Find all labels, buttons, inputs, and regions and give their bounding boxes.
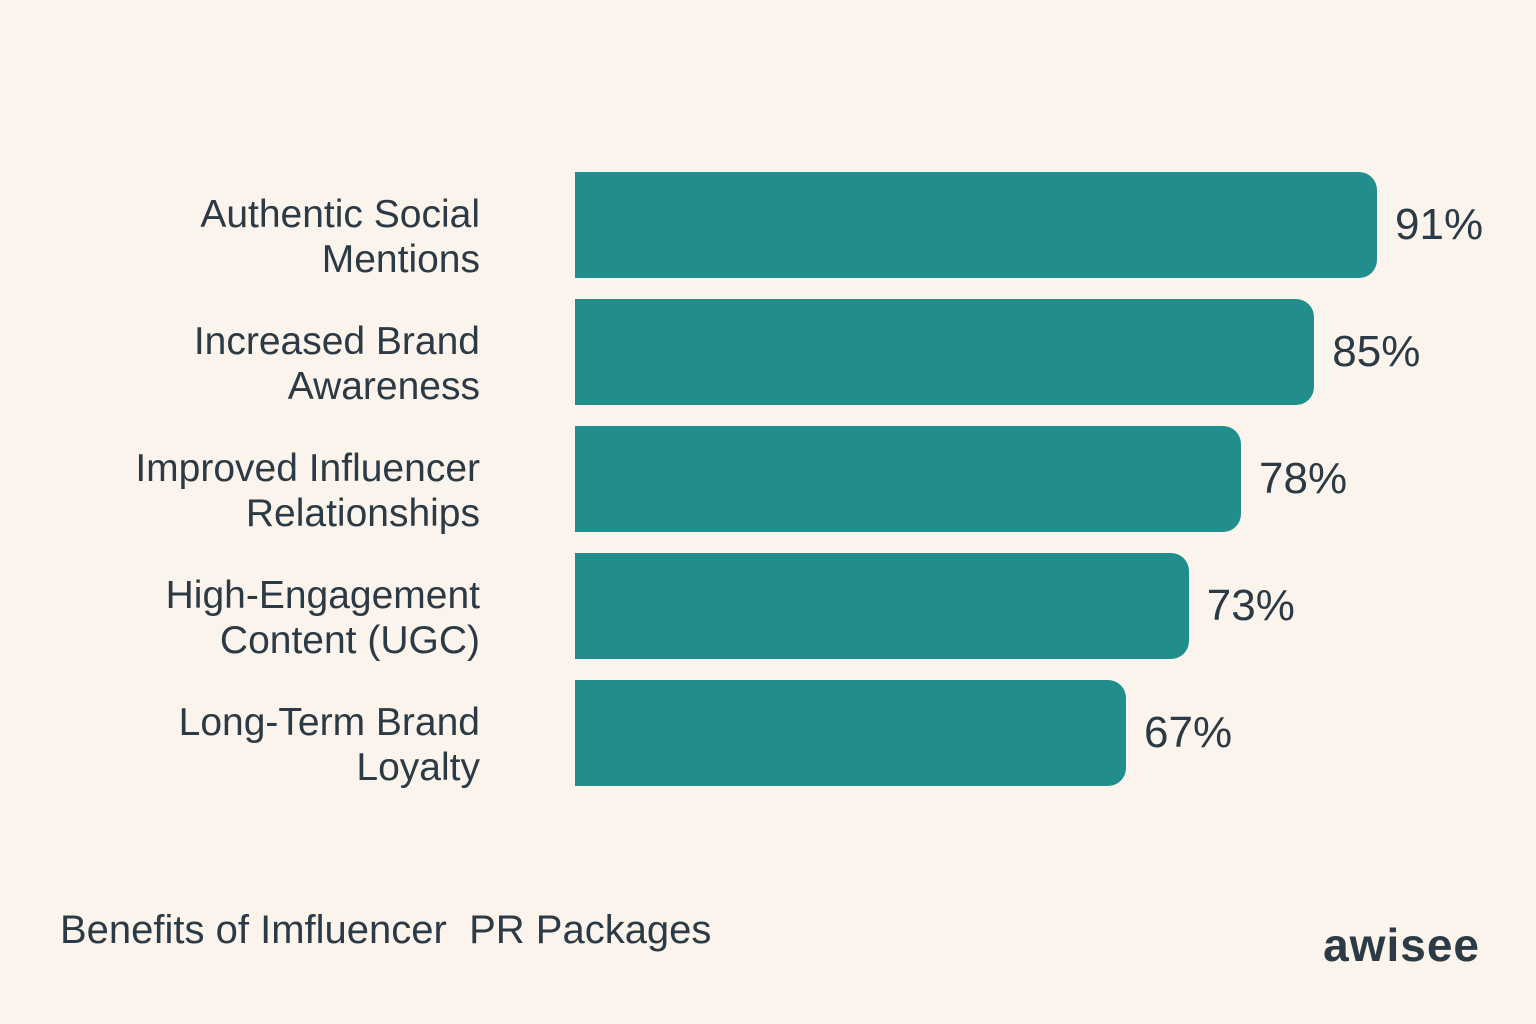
category-label: High-Engagement Content (UGC) [165, 574, 480, 662]
value-label: 73% [1206, 581, 1295, 630]
value-label: 78% [1259, 454, 1348, 503]
bar [575, 172, 1378, 278]
value-label: 85% [1332, 327, 1421, 376]
bar [575, 553, 1189, 659]
category-label: Increased Brand Awareness [193, 320, 480, 408]
chart-title: Benefits of Imfluencer PR Packages [60, 908, 712, 952]
value-label: 91% [1395, 200, 1484, 249]
bar [575, 426, 1242, 532]
category-label: Improved Influencer Relationships [135, 447, 480, 535]
category-label: Authentic Social Mentions [200, 193, 480, 281]
awisee-logo: awisee [1323, 919, 1480, 971]
bar [575, 680, 1126, 786]
category-label: Long-Term Brand Loyalty [178, 701, 480, 789]
value-label: 67% [1144, 708, 1233, 757]
bar [575, 299, 1315, 405]
